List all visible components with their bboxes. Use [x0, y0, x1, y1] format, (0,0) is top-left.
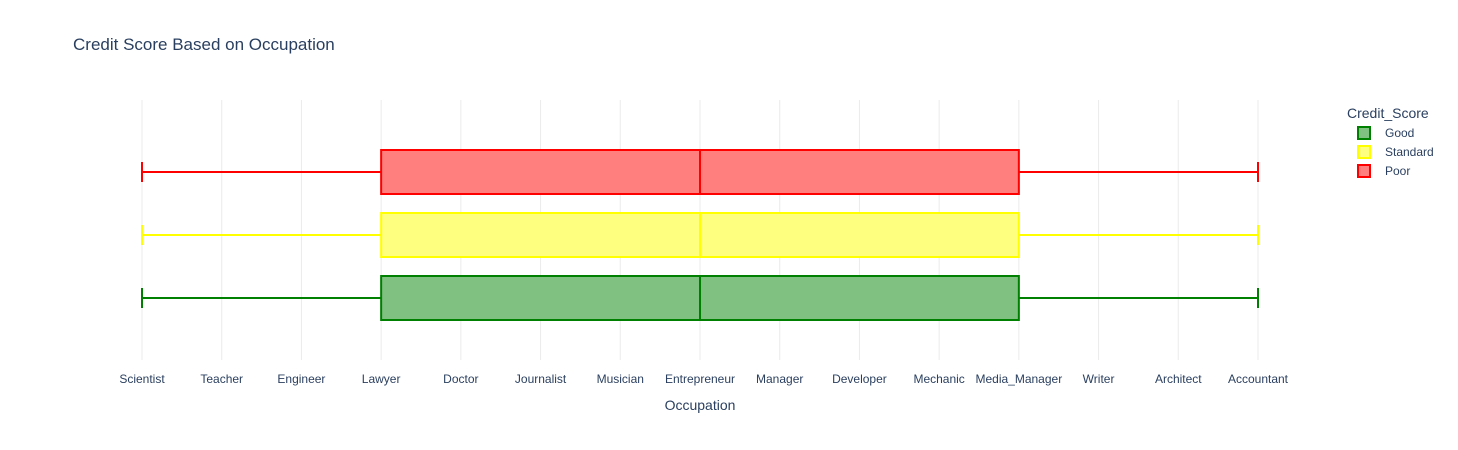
x-tick-label: Musician — [597, 372, 644, 386]
x-tick-label: Accountant — [1228, 372, 1289, 386]
x-tick-label: Teacher — [200, 372, 243, 386]
x-tick-label: Entrepreneur — [665, 372, 735, 386]
x-tick-label: Scientist — [119, 372, 165, 386]
legend-title: Credit_Score — [1347, 105, 1429, 121]
x-tick-label: Doctor — [443, 372, 478, 386]
legend: Credit_Score Good Standard Poor — [1347, 105, 1434, 178]
x-tick-label: Engineer — [277, 372, 325, 386]
chart-title: Credit Score Based on Occupation — [73, 35, 335, 54]
legend-swatch — [1357, 164, 1371, 178]
legend-swatch — [1357, 126, 1371, 140]
x-axis-title: Occupation — [665, 397, 736, 413]
legend-item-good: Good — [1357, 126, 1414, 140]
x-tick-label: Manager — [756, 372, 803, 386]
legend-label: Standard — [1385, 145, 1434, 159]
legend-label: Good — [1385, 126, 1414, 140]
x-tick-labels: Scientist Teacher Engineer Lawyer Doctor Jour… — [119, 372, 1288, 386]
legend-item-poor: Poor — [1357, 164, 1410, 178]
x-tick-label: Architect — [1155, 372, 1202, 386]
box-series — [141, 149, 1259, 321]
x-tick-label: Lawyer — [362, 372, 401, 386]
legend-swatch — [1357, 145, 1371, 159]
x-tick-label: Writer — [1083, 372, 1115, 386]
x-tick-label: Mechanic — [913, 372, 964, 386]
legend-item-standard: Standard — [1357, 145, 1434, 159]
box-standard — [141, 212, 1259, 258]
box-good — [141, 275, 1259, 321]
box-poor — [141, 149, 1259, 195]
x-tick-label: Journalist — [515, 372, 567, 386]
legend-label: Poor — [1385, 164, 1410, 178]
x-tick-label: Media_Manager — [975, 372, 1062, 386]
x-tick-label: Developer — [832, 372, 887, 386]
